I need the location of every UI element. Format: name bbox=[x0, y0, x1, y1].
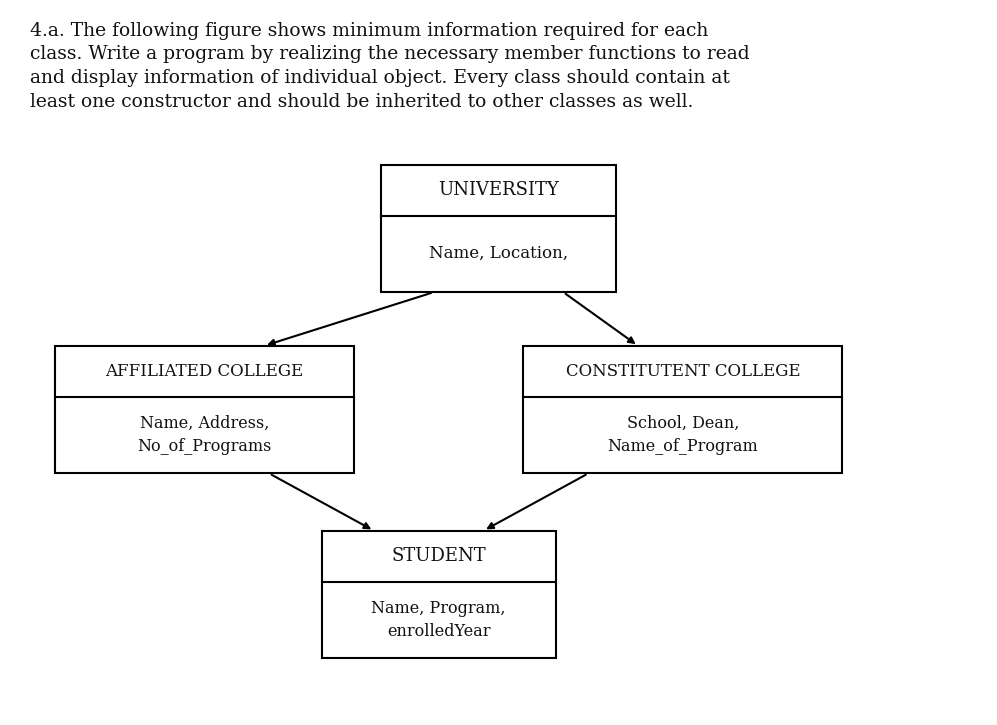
Text: Name, Location,: Name, Location, bbox=[429, 245, 568, 262]
Text: 4.a. The following figure shows minimum information required for each
class. Wri: 4.a. The following figure shows minimum … bbox=[30, 22, 750, 110]
Bar bbox=[381, 165, 615, 292]
Text: Name, Address,
No_of_Programs: Name, Address, No_of_Programs bbox=[138, 415, 271, 455]
Text: School, Dean,
Name_of_Program: School, Dean, Name_of_Program bbox=[607, 415, 759, 455]
Bar bbox=[55, 347, 354, 473]
Bar bbox=[523, 347, 842, 473]
Bar bbox=[321, 531, 556, 658]
Text: CONSTITUTENT COLLEGE: CONSTITUTENT COLLEGE bbox=[565, 363, 801, 380]
Text: AFFILIATED COLLEGE: AFFILIATED COLLEGE bbox=[106, 363, 303, 380]
Text: STUDENT: STUDENT bbox=[392, 547, 486, 566]
Text: UNIVERSITY: UNIVERSITY bbox=[438, 181, 559, 199]
Text: Name, Program,
enrolledYear: Name, Program, enrolledYear bbox=[372, 600, 505, 640]
